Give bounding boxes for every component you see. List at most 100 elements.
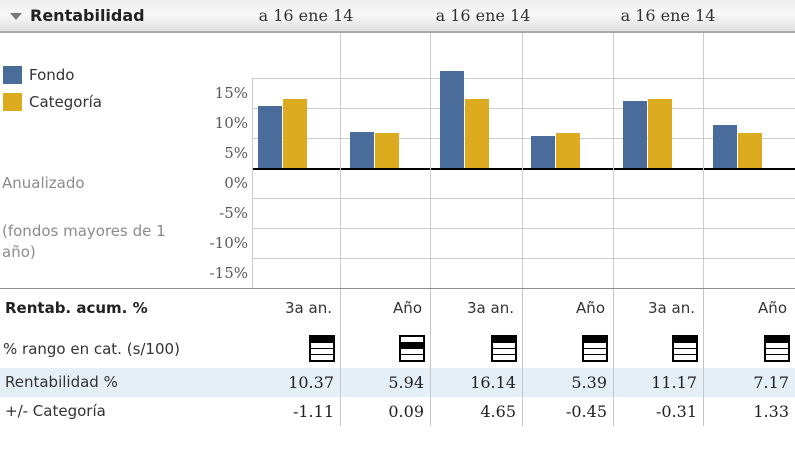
table-column-divider-0 [340,289,341,426]
legend-label-fondo: Fondo [29,65,75,84]
collapse-icon[interactable] [10,13,22,20]
rank-quartile-2 [766,343,788,349]
bar-fondo-3aan-4 [623,100,647,168]
rentabilidad-row: Rentabilidad % 10.37 5.94 16.14 5.39 11.17 7.… [0,368,795,397]
bar-fondo-Ao-1 [350,132,374,168]
rank-quartile-2-filled [401,343,423,349]
rank-in-category-icon-3 [582,335,608,362]
bar-categoria-Ao-3 [556,132,580,168]
value-cell-0-4: 11.17 [651,373,697,392]
rank-quartile-4 [766,355,788,360]
column-header-1: Año [393,299,422,317]
column-header-2: 3a an. [467,299,514,317]
rank-cell-3 [582,335,608,362]
rank-quartile-4 [584,355,606,360]
rank-quartile-3 [674,349,696,355]
rank-quartile-4 [401,355,423,360]
value-cell-1-4: -0.31 [655,402,697,421]
vs-categoria-row-label: +/- Categoría [5,402,106,420]
value-cell-1-3: -0.45 [565,402,607,421]
panel-title: Rentabilidad [30,6,145,25]
table-title: Rentab. acum. % [5,299,148,317]
report-date-1: a 16 ene 14 [435,6,531,25]
gridline-15% [252,78,795,79]
rank-quartile-4 [674,355,696,360]
rank-in-category-icon-0 [309,335,335,362]
rank-row: % rango en cat. (s/100) [0,327,795,368]
returns-table: Rentab. acum. % 3a an. Año 3a an. Año 3a an.… [0,288,795,426]
table-header-row: Rentab. acum. % 3a an. Año 3a an. Año 3a an.… [0,289,795,327]
table-column-divider-3 [613,289,614,426]
panel-header[interactable]: Rentabilidad a 16 ene 14 a 16 ene 14 a 16 … [0,0,795,33]
legend-label-categoria: Categoría [29,92,103,111]
gridline--10% [252,228,795,229]
value-cell-0-2: 16.14 [470,373,516,392]
rank-quartile-4 [493,355,515,360]
bar-fondo-3aan-0 [258,105,282,168]
ytick-label-0%: 0% [224,174,248,192]
value-cell-0-1: 5.94 [388,373,424,392]
table-column-divider-2 [522,289,523,426]
rank-quartile-1-filled [674,337,696,343]
table-column-divider-4 [703,289,704,426]
rank-cell-0 [309,335,335,362]
rank-in-category-icon-2 [491,335,517,362]
value-cell-1-5: 1.33 [753,402,789,421]
rank-quartile-3 [766,349,788,355]
bar-fondo-Ao-3 [531,135,555,168]
rank-in-category-icon-5 [764,335,790,362]
column-header-4: 3a an. [648,299,695,317]
ytick-label--15%: -15% [209,264,248,282]
rank-cell-2 [491,335,517,362]
rank-quartile-1-filled [766,337,788,343]
rank-quartile-1-filled [493,337,515,343]
bar-categoria-3aan-0 [283,99,307,168]
bar-fondo-3aan-2 [440,71,464,168]
zero-axis-line [252,168,795,170]
table-column-divider-1 [430,289,431,426]
column-header-0: 3a an. [285,299,332,317]
gridline--15% [252,258,795,259]
rentabilidad-row-label: Rentabilidad % [5,373,118,391]
rank-quartile-2 [311,343,333,349]
rank-quartile-2 [493,343,515,349]
plot-left-border [252,78,253,288]
rank-cell-4 [672,335,698,362]
chart-column-divider-3 [613,33,614,288]
chart-column-divider-1 [430,33,431,288]
chart-column-divider-4 [703,33,704,288]
plot-area [0,33,795,288]
bar-categoria-3aan-2 [465,99,489,168]
rank-cell-5 [764,335,790,362]
bar-fondo-Ao-5 [713,124,737,168]
bar-categoria-Ao-1 [375,132,399,168]
rank-quartile-2 [674,343,696,349]
column-header-5: Año [758,299,787,317]
gridline--5% [252,198,795,199]
value-cell-0-0: 10.37 [288,373,334,392]
annualized-note: Anualizado [2,174,85,192]
gridline-10% [252,108,795,109]
bar-categoria-3aan-4 [648,99,672,168]
rank-quartile-1 [401,337,423,343]
rank-quartile-1-filled [311,337,333,343]
performance-chart: Fondo Categoría Anualizado (fondos mayor… [0,33,795,288]
chart-column-divider-2 [522,33,523,288]
rank-quartile-3 [311,349,333,355]
report-date-0: a 16 ene 14 [258,6,354,25]
value-cell-1-0: -1.11 [292,402,334,421]
funds-age-note: (fondos mayores de 1 año) [2,222,166,261]
rank-in-category-icon-4 [672,335,698,362]
column-header-3: Año [576,299,605,317]
value-cell-0-5: 7.17 [753,373,789,392]
vs-categoria-row: +/- Categoría -1.11 0.09 4.65 -0.45 -0.31 1.3… [0,397,795,426]
rank-quartile-3 [401,349,423,355]
rank-quartile-3 [584,349,606,355]
rank-quartile-3 [493,349,515,355]
chart-column-divider-0 [340,33,341,288]
value-cell-0-3: 5.39 [571,373,607,392]
value-cell-1-2: 4.65 [480,402,516,421]
ytick-label--5%: -5% [219,204,248,222]
gridline-5% [252,138,795,139]
ytick-label-15%: 15% [214,84,248,102]
